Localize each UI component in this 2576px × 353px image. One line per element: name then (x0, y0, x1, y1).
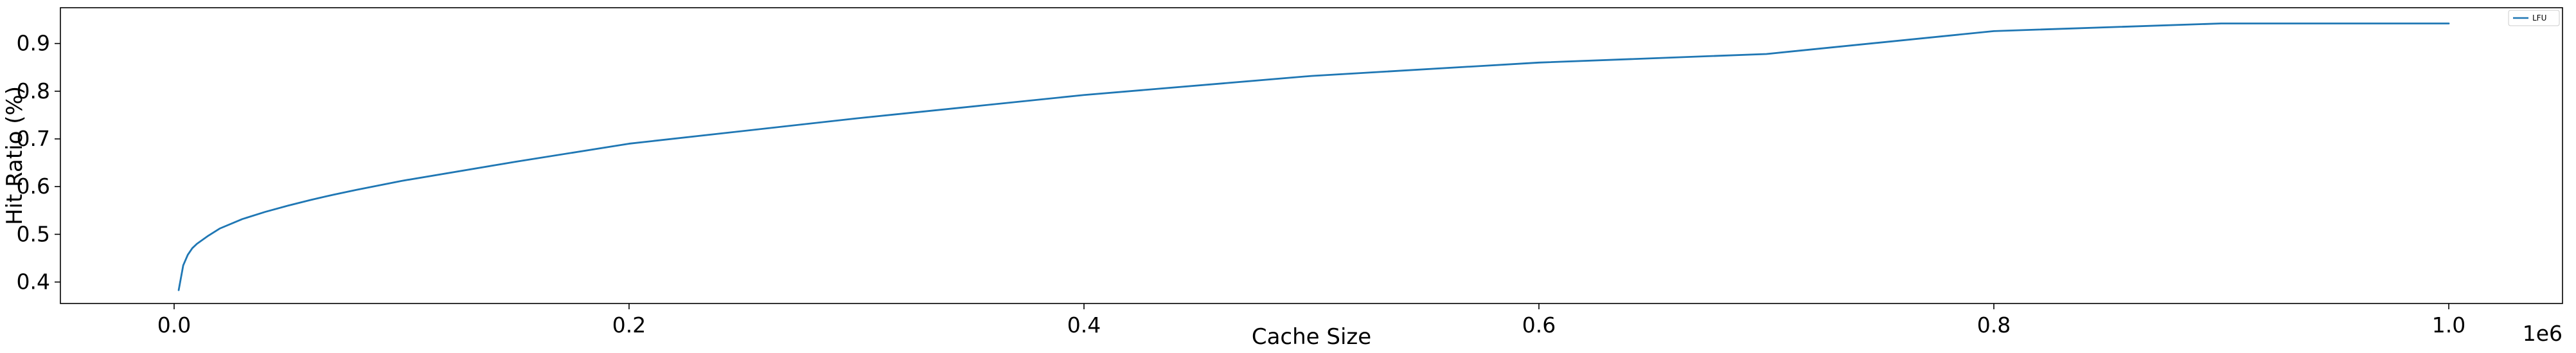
x-tick-label: 0.0 (157, 312, 191, 338)
x-axis-offset-label: 1e6 (2523, 321, 2563, 346)
y-tick-label: 0.8 (17, 78, 50, 104)
x-tick-label: 0.6 (1522, 312, 1556, 338)
x-axis-ticks: 0.0 0.2 0.4 0.6 0.8 1.0 (157, 303, 2465, 338)
x-tick-label: 0.8 (1977, 312, 2011, 338)
x-tick-label: 1.0 (2432, 312, 2465, 338)
y-tick-label: 0.5 (17, 221, 50, 246)
y-tick-label: 0.9 (17, 31, 50, 56)
x-axis-label: Cache Size (1252, 324, 1371, 350)
y-axis-ticks: 0.4 0.5 0.6 0.7 0.8 0.9 (17, 31, 60, 294)
legend: LFU (2508, 10, 2560, 26)
legend-label-lfu: LFU (2532, 14, 2546, 23)
legend-box (2508, 10, 2560, 26)
x-tick-label: 0.4 (1067, 312, 1101, 338)
x-tick-label: 0.2 (612, 312, 646, 338)
y-axis-label: Hit Ratio (%) (2, 86, 28, 225)
y-tick-label: 0.7 (17, 126, 50, 151)
series-layer (177, 23, 2450, 291)
y-tick-label: 0.6 (17, 174, 50, 199)
series-line-lfu (177, 23, 2450, 291)
y-tick-label: 0.4 (17, 269, 50, 294)
plot-area (60, 7, 2563, 304)
